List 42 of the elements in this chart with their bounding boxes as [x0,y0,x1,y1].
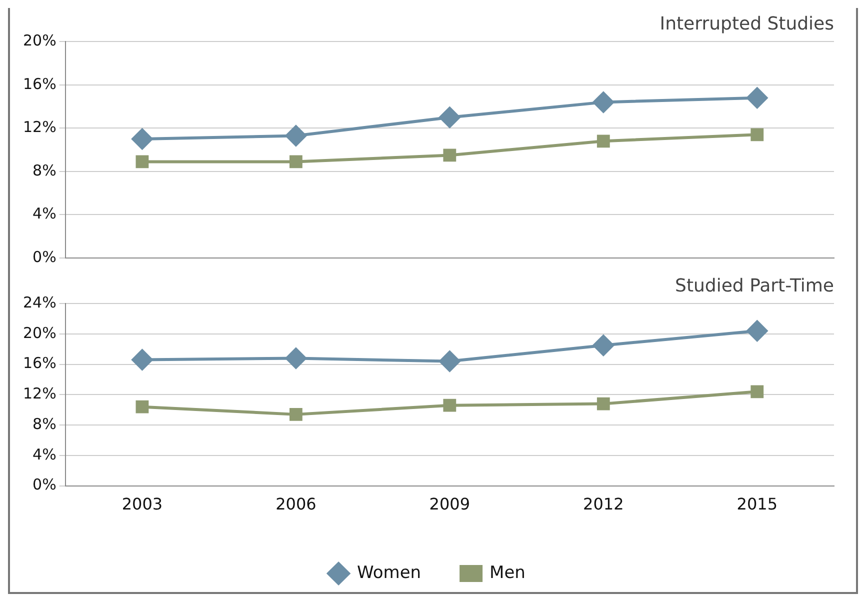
x-tick-label: 2012 [583,494,624,514]
point [285,125,306,146]
y-tick-label: 20% [22,31,56,50]
point [746,87,768,108]
chart-title: Interrupted Studies [660,13,834,34]
legend-label: Men [490,562,526,583]
point [596,397,610,410]
y-tick-label: 4% [32,445,56,464]
y-tick-label: 16% [22,354,56,372]
point [596,134,610,148]
point [439,350,460,372]
y-tick-label: 12% [22,118,56,136]
x-tick-label: 2009 [429,494,470,514]
point [289,155,302,168]
point [132,128,153,150]
x-tick-label: 2015 [736,494,778,514]
chart-title: Studied Part-Time [675,275,834,296]
point [136,400,149,414]
point [746,320,768,342]
y-tick-label: 0% [32,248,56,266]
y-tick-label: 0% [32,476,56,494]
y-tick-label: 20% [22,324,56,342]
point [443,148,456,162]
point [132,349,153,370]
point [750,128,764,142]
point [592,334,614,356]
point [136,155,149,168]
y-tick-label: 16% [22,74,56,93]
point [750,385,764,398]
point [285,348,306,369]
x-tick-label: 2006 [276,494,316,514]
x-tick-label: 2003 [122,494,163,514]
point [592,92,614,113]
legend-label: Women [357,562,422,583]
y-tick-label: 8% [32,414,56,433]
y-tick-label: 24% [22,293,56,312]
y-tick-label: 12% [22,384,56,403]
point [439,106,460,128]
y-tick-label: 8% [32,161,56,180]
y-tick-label: 4% [32,204,56,223]
point [289,408,302,421]
point [443,398,456,412]
